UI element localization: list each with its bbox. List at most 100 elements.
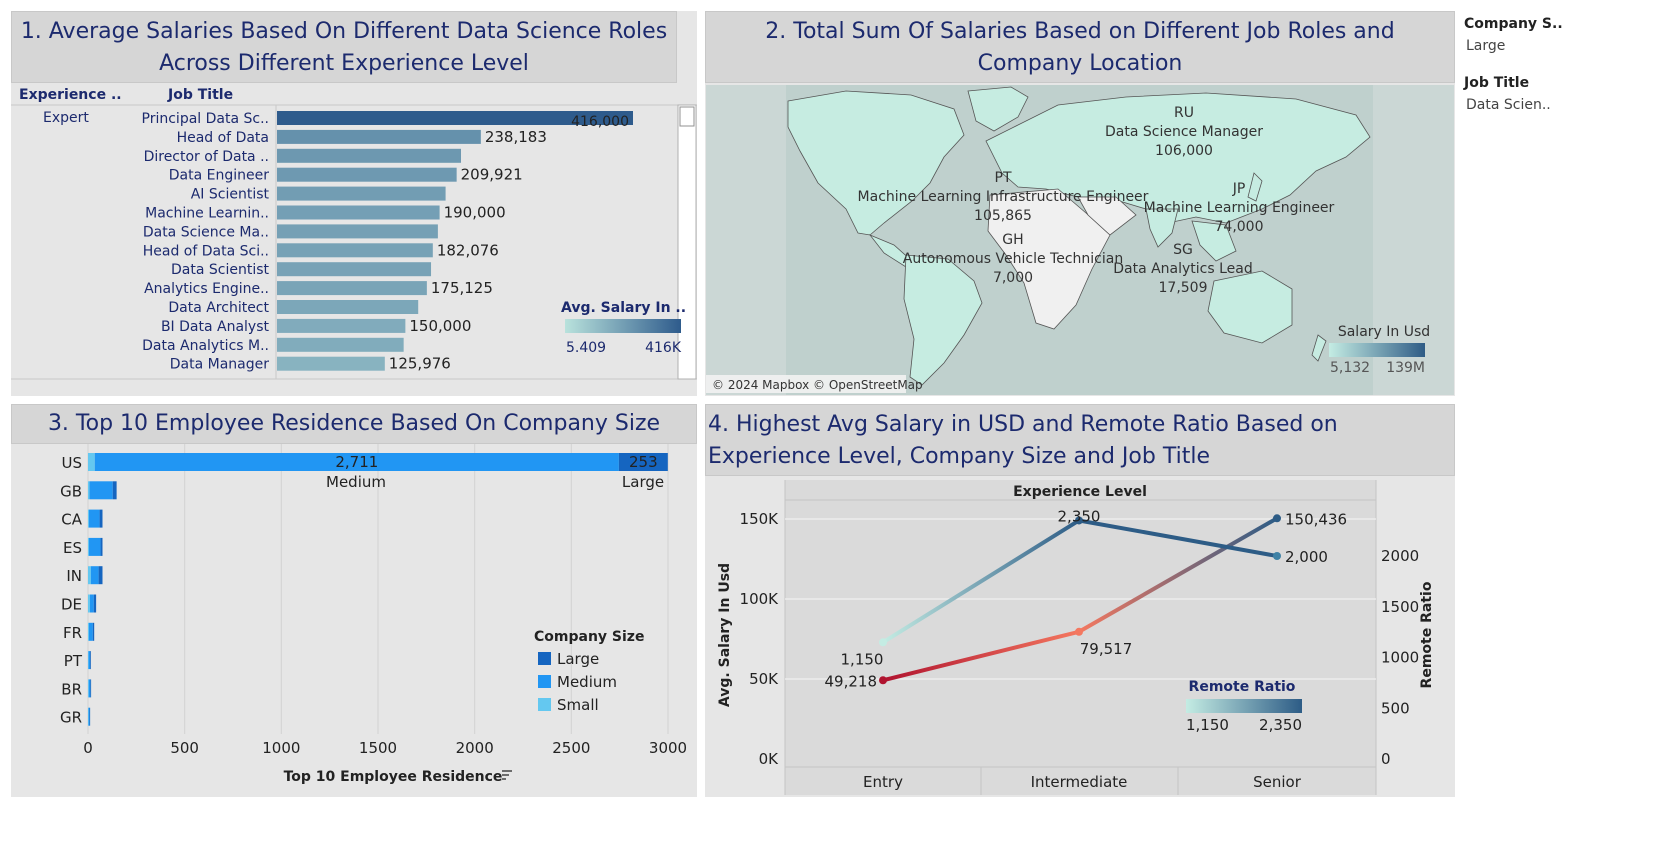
salary-data-label: 416,000 <box>571 114 629 130</box>
panel-3-x-axis-label: Top 10 Employee Residence <box>284 769 503 785</box>
salary-bar[interactable] <box>277 337 404 352</box>
map-salary-value: 17,509 <box>1159 280 1208 296</box>
residence-bar-segment-large[interactable] <box>90 679 92 698</box>
legend-label-medium: Medium <box>557 673 617 691</box>
remote-ratio-point[interactable] <box>1273 552 1281 560</box>
experience-category-label: Intermediate <box>1031 773 1128 791</box>
residence-bar-segment-large[interactable] <box>100 537 103 556</box>
experience-level-header: Experience Level <box>1013 484 1147 500</box>
salary-bar[interactable] <box>277 186 446 201</box>
residence-bar-segment-medium[interactable] <box>90 566 99 585</box>
residence-bar-segment-large[interactable] <box>92 622 95 641</box>
map-legend-min: 5,132 <box>1330 360 1370 376</box>
residence-bar-segment-small[interactable] <box>88 509 89 528</box>
salary-point[interactable] <box>879 676 887 685</box>
company-size-legend-item-medium[interactable]: Medium <box>538 673 617 691</box>
job-title-label: AI Scientist <box>191 187 270 203</box>
remote-ratio-data-label: 2,000 <box>1285 548 1328 566</box>
salary-bar[interactable] <box>277 167 457 182</box>
residence-bar-segment-medium[interactable] <box>88 651 91 670</box>
salary-data-label: 49,218 <box>825 672 878 690</box>
residence-bar-segment-small[interactable] <box>88 566 91 585</box>
panel-1-scroll-thumb[interactable] <box>679 106 695 127</box>
remote-ratio-point[interactable] <box>1075 516 1083 525</box>
world-map[interactable]: © 2024 Mapbox © OpenStreetMap RU Data Sci… <box>706 85 1454 395</box>
salary-bar[interactable] <box>277 300 419 314</box>
residence-bar-segment-large[interactable] <box>90 651 91 670</box>
panel-1-title-line1: 1. Average Salaries Based On Different D… <box>20 19 668 44</box>
map-salary-value: 7,000 <box>993 270 1033 286</box>
company-size-legend-item-small[interactable]: Small <box>538 696 599 714</box>
residence-bar-segment-medium[interactable] <box>89 594 94 613</box>
residence-bar-segment-medium[interactable] <box>94 453 619 471</box>
residence-bar-segment-small[interactable] <box>88 679 89 698</box>
salary-line-segment <box>1077 516 1279 634</box>
salary-bar[interactable] <box>277 205 440 220</box>
salary-bar[interactable] <box>277 148 461 163</box>
salary-point[interactable] <box>1075 627 1083 636</box>
residence-bar-segment-large[interactable] <box>112 481 117 500</box>
remote-ratio-point[interactable] <box>879 638 887 647</box>
salary-bar[interactable] <box>277 224 438 239</box>
panel-1-scrollbar[interactable] <box>677 104 697 380</box>
residence-bar-segment-large[interactable] <box>89 707 91 726</box>
left-axis-label: Avg. Salary In Usd <box>717 563 733 707</box>
salary-line-segment <box>881 629 1081 683</box>
salary-bar[interactable] <box>277 243 433 258</box>
residence-bar-segment-medium[interactable] <box>88 509 100 528</box>
map-legend-title: Salary In Usd <box>1338 324 1430 340</box>
residence-bar-segment-small[interactable] <box>88 707 89 726</box>
experience-level-cell: Expert <box>43 110 89 126</box>
map-attribution-box <box>706 375 906 393</box>
right-tick-label: 1500 <box>1381 598 1419 616</box>
residence-data-label: 2,711 <box>335 453 378 471</box>
salary-bar[interactable] <box>277 129 481 144</box>
residence-bar-segment-large[interactable] <box>99 509 103 528</box>
salary-point[interactable] <box>1273 514 1281 523</box>
column-header-job-title: Job Title <box>167 87 233 103</box>
residence-bar-segment-medium[interactable] <box>88 622 93 641</box>
remote-ratio-line-segment <box>881 518 1081 645</box>
left-tick-label: 50K <box>749 670 779 688</box>
map-country-code: PT <box>995 170 1012 186</box>
remote-ratio-legend-min: 1,150 <box>1186 716 1229 734</box>
company-size-legend-item-large[interactable]: Large <box>538 650 599 668</box>
map-job-role: Machine Learning Infrastructure Engineer <box>858 189 1149 205</box>
company-size-legend-title: Company Size <box>534 629 644 645</box>
residence-bar-segment-small[interactable] <box>88 537 89 556</box>
residence-bar-segment-small[interactable] <box>88 651 89 670</box>
experience-category-label: Senior <box>1253 773 1302 791</box>
map-salary-value: 105,865 <box>974 208 1032 224</box>
map-south-america <box>903 254 983 386</box>
company-size-filter-value[interactable]: Large <box>1466 38 1506 54</box>
residence-bar-segment-small[interactable] <box>88 481 90 500</box>
map-attribution[interactable]: © 2024 Mapbox © OpenStreetMap <box>712 378 923 392</box>
job-title-label: Data Manager <box>170 357 269 373</box>
salary-bar[interactable] <box>277 318 406 333</box>
residence-bar-segment-medium[interactable] <box>89 481 113 500</box>
job-title-filter-value[interactable]: Data Scien.. <box>1466 97 1551 113</box>
remote-ratio-data-label: 2,350 <box>1058 507 1101 525</box>
residence-bar-segment-large[interactable] <box>93 594 97 613</box>
job-title-filter-label: Job Title <box>1464 75 1530 91</box>
residence-bar-segment-small[interactable] <box>88 594 90 613</box>
residence-bar-segment-medium[interactable] <box>88 537 101 556</box>
salary-data-label: 238,183 <box>485 128 547 146</box>
residence-bar-segment-large[interactable] <box>98 566 103 585</box>
job-title-label: Data Analytics M.. <box>142 338 269 354</box>
map-salary-value: 106,000 <box>1155 143 1213 159</box>
salary-bar[interactable] <box>277 111 633 125</box>
residence-bar-segment-large[interactable] <box>618 453 668 471</box>
sort-icon[interactable] <box>502 770 512 780</box>
salary-bar[interactable] <box>277 262 432 277</box>
residence-bar-segment-medium[interactable] <box>88 707 90 726</box>
residence-bar-segment-small[interactable] <box>88 622 89 641</box>
residence-bar-segment-medium[interactable] <box>88 679 91 698</box>
map-legend-gradient <box>1329 343 1425 357</box>
map-job-role: Data Analytics Lead <box>1113 261 1253 277</box>
panel-2-title: 2. Total Sum Of Salaries Based on Differ… <box>705 11 1455 83</box>
map-greenland <box>967 86 1029 132</box>
salary-bar[interactable] <box>277 356 385 371</box>
residence-bar-segment-small[interactable] <box>88 453 95 471</box>
salary-bar[interactable] <box>277 281 427 296</box>
